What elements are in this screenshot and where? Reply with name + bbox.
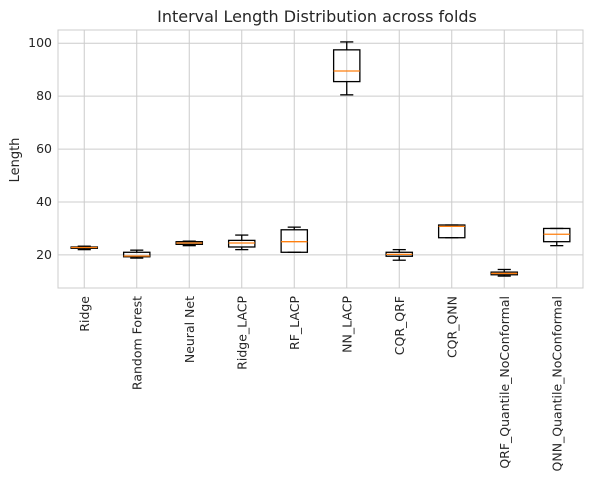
iqr-box: [280, 229, 309, 253]
box-qrf-quantile-noconformal: [490, 268, 519, 277]
y-tick-label: 40: [36, 194, 52, 209]
box-qnn-quantile-noconformal: [542, 227, 571, 247]
chart-title: Interval Length Distribution across fold…: [157, 7, 477, 26]
y-tick-label: 80: [36, 88, 52, 103]
x-tick-label: Ridge_LACP: [234, 296, 249, 370]
x-tick-label: CQR_QNN: [444, 296, 459, 358]
box-rf-lacp: [280, 226, 309, 253]
x-tick-label: QRF_Quantile_NoConformal: [497, 296, 512, 469]
boxes-layer: [70, 41, 571, 277]
y-tick-label: 20: [36, 247, 52, 262]
plot-frame: [57, 29, 584, 289]
iqr-box: [227, 239, 256, 248]
box-ridge: [70, 245, 99, 251]
y-axis-label: Length: [8, 138, 23, 183]
x-tick-label: QNN_Quantile_NoConformal: [549, 296, 564, 472]
box-random-forest: [122, 249, 151, 259]
box-nn-lacp: [332, 41, 361, 96]
x-tick-label: Ridge: [77, 296, 92, 332]
y-tick-label: 100: [28, 35, 52, 50]
box-neural-net: [175, 240, 204, 247]
box-cqr-qrf: [385, 248, 414, 261]
x-tick-label: Neural Net: [182, 296, 197, 363]
x-tick-label: NN_LACP: [339, 296, 354, 353]
grid-layer: [58, 30, 583, 288]
box-cqr-qnn: [437, 224, 466, 239]
x-tick-label: CQR_QRF: [392, 296, 407, 355]
iqr-box: [332, 49, 361, 83]
ticks-layer: 20 40 60 80 100 Ridge Random Forest Neural Net R…: [28, 35, 564, 471]
x-tick-label: Random Forest: [129, 296, 144, 390]
iqr-box: [122, 251, 151, 258]
y-tick-label: 60: [36, 141, 52, 156]
iqr-box: [437, 224, 466, 239]
box-ridge-lacp: [227, 234, 256, 251]
iqr-box: [542, 227, 571, 243]
x-tick-label: RF_LACP: [287, 296, 302, 350]
